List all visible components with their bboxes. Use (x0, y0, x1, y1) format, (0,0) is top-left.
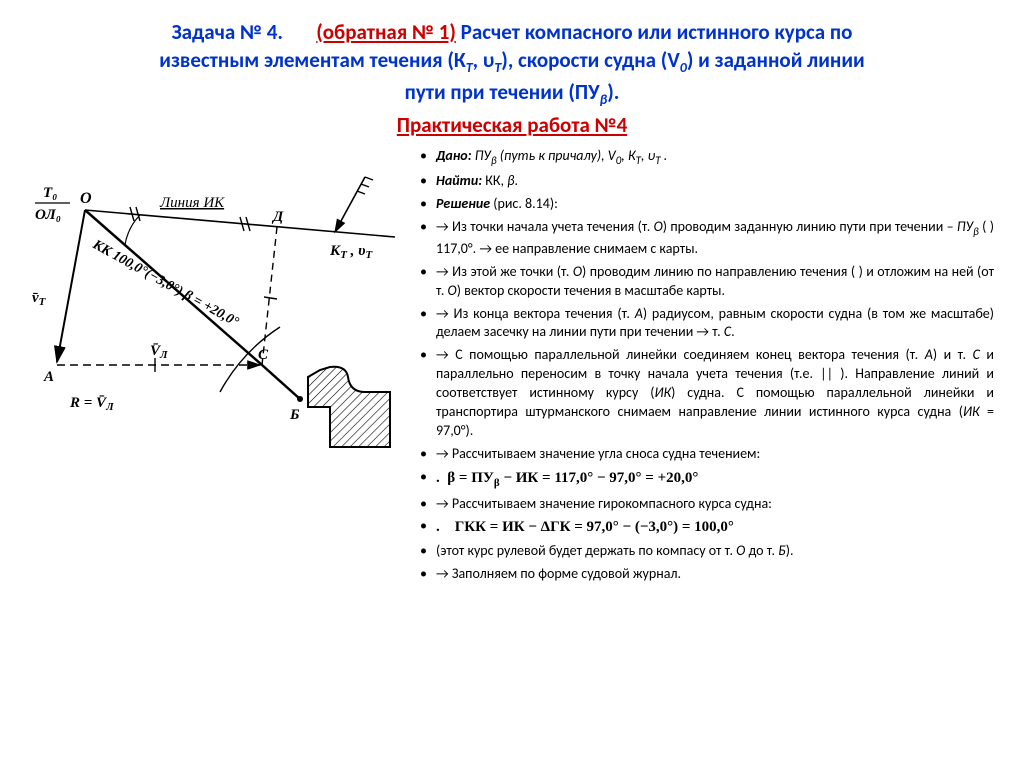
step-8: → Заполняем по форме судовой журнал. (418, 565, 994, 584)
find-text: КК, β. (482, 172, 518, 189)
step-6: → Рассчитываем значение гирокомпасного к… (418, 495, 994, 514)
dashed-dc (262, 227, 277, 365)
title-sub3: 0 (680, 60, 687, 77)
label-r: R = V̄Л (69, 395, 114, 413)
step-1: → Из точки начала учета течения (т. О) п… (418, 218, 994, 259)
label-line-ik: Линия ИК (159, 195, 225, 211)
step-5: → Рассчитываем значение угла сноса судна… (418, 445, 994, 464)
line-cb (262, 365, 300, 399)
label-t0: Т₀ (43, 185, 57, 201)
solution-ref: (рис. 8.14): (490, 195, 558, 212)
title-inverse: (обратная № 1) (316, 19, 456, 45)
label-b: Б (289, 407, 300, 423)
label-kk: КК 100,0°(−3,0°) β = +20,0° (89, 237, 241, 330)
title-line2b: , υ (473, 47, 495, 73)
title-task: Задача № 4. (172, 19, 283, 45)
title-line2d: ) и заданной линии (687, 47, 865, 73)
given-text: ПУβ (путь к причалу), V0, КТ, υТ . (472, 147, 668, 164)
vector-vt (57, 210, 85, 362)
label-vl: V̄Л (150, 343, 168, 361)
label-kt-vt: КТ , υТ (329, 243, 374, 261)
label-ol0: ОЛ₀ (35, 207, 61, 223)
arc-beta (125, 215, 140, 245)
solution-panel: Дано: ПУβ (путь к причалу), V0, КТ, υТ .… (418, 147, 994, 588)
title-line3b: ). (607, 79, 619, 105)
diagram-panel: Т₀ ОЛ₀ О Линия ИК Д КТ (30, 147, 400, 588)
formula-2: . ГКК = ИК − ΔГК = 97,0° − (−3,0°) = 100… (418, 517, 994, 537)
step-3: → Из конца вектора течения (т. А) радиус… (418, 305, 994, 343)
formula-1: . β = ПУβ − ИК = 117,0° − 97,0° = +20,0° (418, 468, 994, 491)
current-arrow (335, 177, 365, 232)
navigation-diagram: Т₀ ОЛ₀ О Линия ИК Д КТ (30, 147, 400, 487)
given-line: Дано: ПУβ (путь к причалу), V0, КТ, υТ . (418, 147, 994, 169)
step-7: (этот курс рулевой будет держать по комп… (418, 542, 994, 561)
find-line: Найти: КК, β. (418, 172, 994, 191)
solution-label: Решение (436, 195, 490, 212)
find-label: Найти: (436, 172, 482, 189)
step-2: → Из этой же точки (т. О) проводим линию… (418, 263, 994, 301)
page-title: Задача № 4. (обратная № 1) Расчет компас… (30, 18, 994, 139)
title-practical: Практическая работа №4 (397, 112, 627, 138)
title-line2c: ), скорости судна (V (501, 47, 679, 73)
label-vt: v̄Т (32, 290, 47, 308)
line-oc (85, 210, 262, 365)
title-line2a: известным элементам течения (К (159, 47, 465, 73)
title-rest1: Расчет компасного или истинного курса по (456, 19, 853, 45)
title-line3a: пути при течении (ПУ (405, 79, 600, 105)
label-d: Д (271, 209, 284, 225)
pier-shape (308, 367, 390, 447)
solution-line: Решение (рис. 8.14): (418, 195, 994, 214)
step-4: → С помощью параллельной линейки соединя… (418, 346, 994, 440)
label-o: О (80, 190, 92, 207)
label-a: А (43, 369, 54, 385)
title-sub1: Т (466, 60, 473, 77)
given-label: Дано: (436, 147, 472, 164)
